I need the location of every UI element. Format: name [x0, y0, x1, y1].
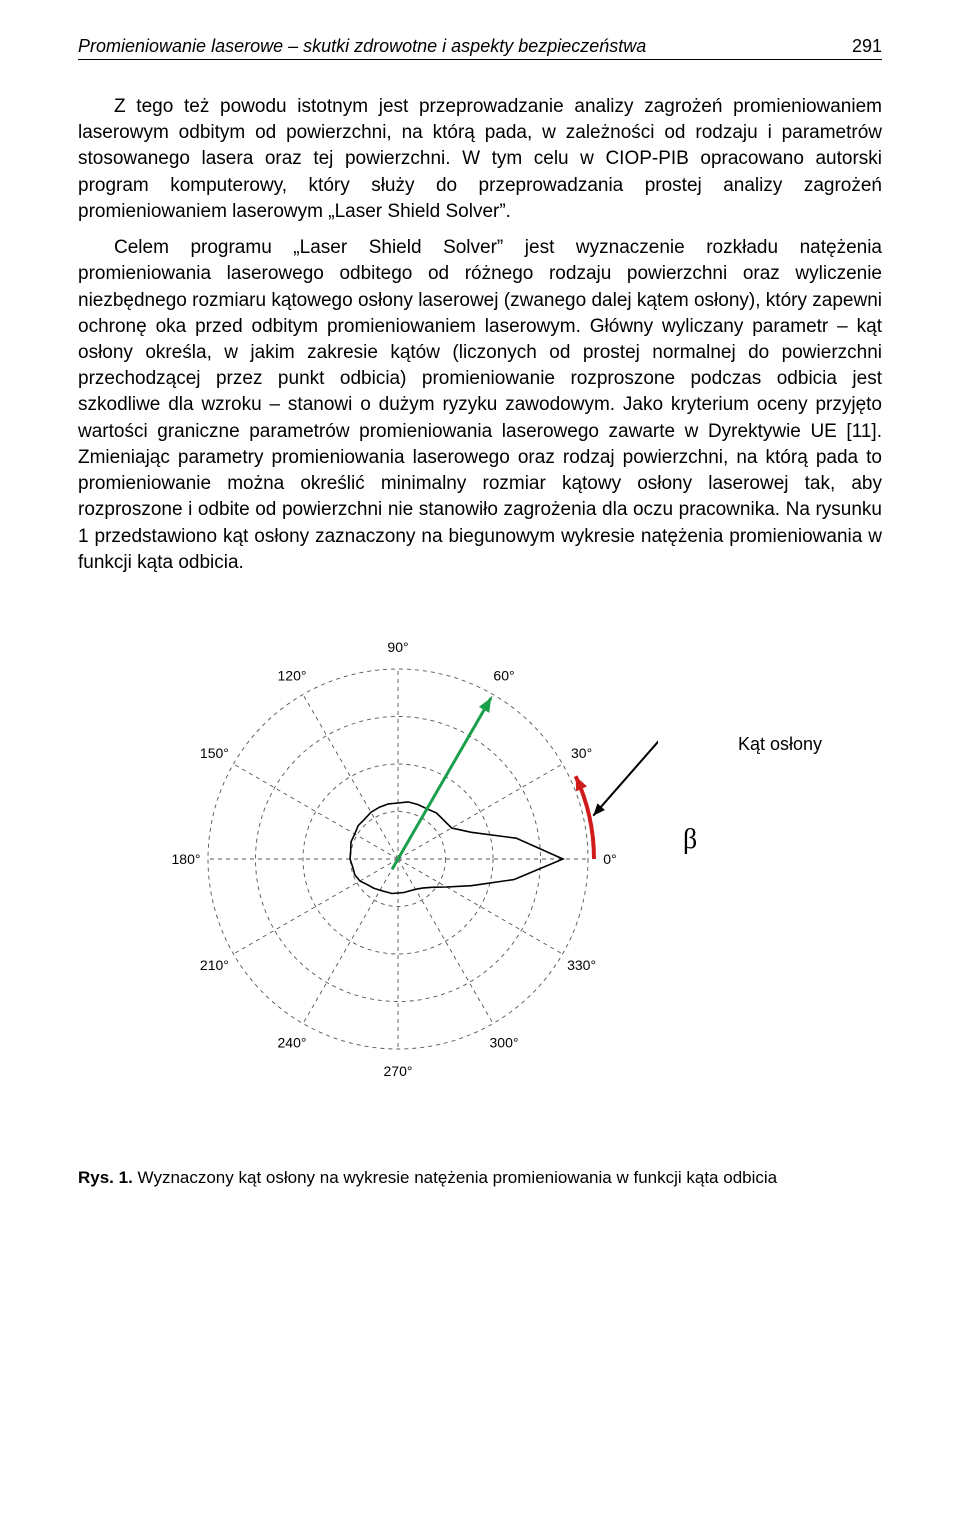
page-container: Promieniowanie laserowe – skutki zdrowot…	[0, 0, 960, 1228]
svg-text:330°: 330°	[567, 957, 596, 973]
svg-text:180°: 180°	[172, 851, 201, 867]
paragraph-1: Z tego też powodu istotnym jest przeprow…	[78, 94, 882, 225]
svg-text:270°: 270°	[384, 1063, 413, 1079]
svg-text:30°: 30°	[571, 745, 592, 761]
running-header: Promieniowanie laserowe – skutki zdrowot…	[78, 36, 882, 60]
svg-text:120°: 120°	[278, 667, 307, 683]
svg-text:300°: 300°	[490, 1035, 519, 1051]
svg-text:150°: 150°	[200, 745, 229, 761]
svg-text:210°: 210°	[200, 957, 229, 973]
polar-plot: 0° 30° 60° 90° 120° 150° 180° 210° 240° 270° 300° 3…	[138, 594, 658, 1114]
svg-text:240°: 240°	[278, 1035, 307, 1051]
figure-annotation-label: Kąt osłony	[738, 734, 822, 755]
figure-caption-text: Wyznaczony kąt osłony na wykresie natęże…	[138, 1168, 778, 1187]
figure-annotation-beta: β	[683, 824, 697, 856]
figure-caption: Rys. 1. Wyznaczony kąt osłony na wykresi…	[78, 1168, 882, 1188]
svg-text:0°: 0°	[603, 851, 616, 867]
header-page-number: 291	[840, 36, 882, 57]
svg-text:90°: 90°	[387, 639, 408, 655]
figure-caption-prefix: Rys. 1.	[78, 1168, 133, 1187]
paragraph-2: Celem programu „Laser Shield Solver” jes…	[78, 235, 882, 576]
svg-text:60°: 60°	[493, 667, 514, 683]
figure-1: 0° 30° 60° 90° 120° 150° 180° 210° 240° 270° 300° 3…	[78, 594, 882, 1154]
header-title: Promieniowanie laserowe – skutki zdrowot…	[78, 36, 840, 57]
